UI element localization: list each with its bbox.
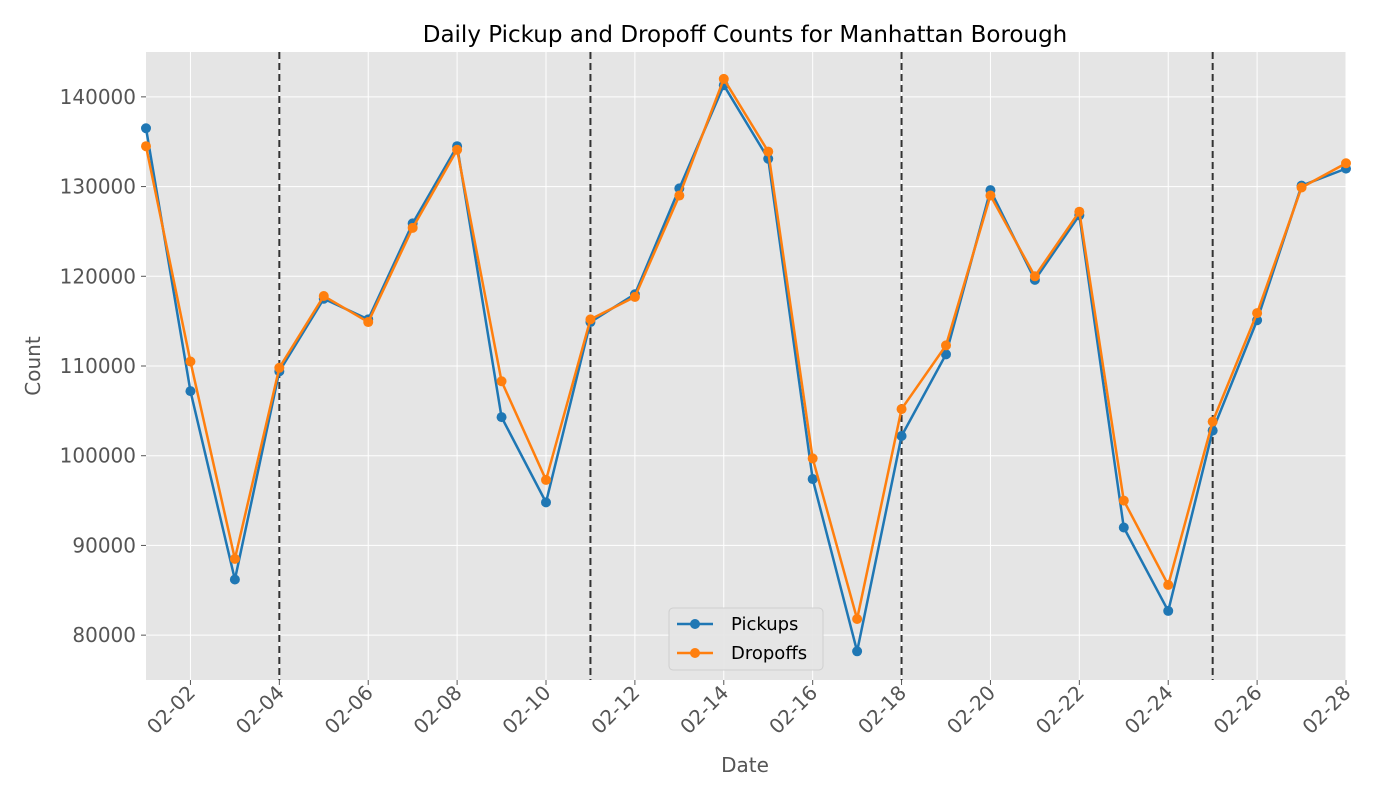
x-tick-label: 02-04 <box>231 681 289 739</box>
data-point <box>852 646 863 657</box>
y-tick-label: 140000 <box>60 85 136 109</box>
data-point <box>541 474 551 485</box>
data-point <box>141 141 151 152</box>
x-tick-label: 02-26 <box>1209 681 1267 739</box>
data-point <box>1207 416 1218 427</box>
data-point <box>1118 495 1129 506</box>
x-tick-label: 02-10 <box>497 681 555 739</box>
data-point <box>496 376 507 387</box>
y-tick-label: 110000 <box>60 354 136 378</box>
x-axis-ticks: 02-02 02-04 02-06 02-08 02-10 02-12 02-14 02-16… <box>142 680 1356 739</box>
x-tick-label: 02-12 <box>586 681 644 739</box>
data-point <box>1074 206 1085 217</box>
data-point <box>674 190 685 201</box>
data-point <box>452 144 463 155</box>
data-point <box>629 291 640 302</box>
y-tick-label: 130000 <box>60 175 136 199</box>
legend-label: Dropoffs <box>731 643 807 664</box>
data-point <box>852 613 863 624</box>
legend: Pickups Dropoffs <box>668 607 824 671</box>
y-tick-label: 80000 <box>72 623 136 647</box>
data-point <box>141 123 151 134</box>
legend-label: Pickups <box>731 614 798 635</box>
legend-swatch-marker <box>690 648 700 658</box>
data-point <box>763 146 774 157</box>
data-point <box>1341 158 1351 169</box>
series-group <box>141 73 1351 657</box>
x-tick-label: 02-02 <box>142 681 200 739</box>
x-tick-label: 02-20 <box>942 681 1000 739</box>
data-point <box>185 386 196 397</box>
data-point <box>274 362 285 373</box>
data-point <box>363 317 374 328</box>
data-point <box>585 314 596 325</box>
data-point <box>229 574 240 585</box>
series-dropoffs <box>141 73 1351 624</box>
x-tick-label: 02-22 <box>1031 681 1089 739</box>
data-point <box>941 340 951 351</box>
y-tick-label: 90000 <box>72 533 136 557</box>
y-axis-label: Count <box>21 336 45 396</box>
data-point <box>1029 271 1040 282</box>
x-tick-label: 02-18 <box>853 681 911 739</box>
y-tick-label: 120000 <box>60 264 136 288</box>
x-axis-label: Date <box>721 753 769 777</box>
data-point <box>318 291 329 302</box>
data-point <box>1163 605 1174 616</box>
data-point <box>896 404 907 415</box>
data-point <box>896 430 907 441</box>
data-point <box>407 222 418 233</box>
legend-swatch-marker <box>690 619 700 629</box>
data-point <box>496 412 507 423</box>
data-point <box>229 553 240 564</box>
x-tick-label: 02-06 <box>320 681 378 739</box>
data-point <box>1163 579 1174 590</box>
data-point <box>985 190 996 201</box>
x-tick-label: 02-24 <box>1120 681 1178 739</box>
x-tick-label: 02-28 <box>1297 681 1355 739</box>
series-line <box>144 77 1347 621</box>
data-point <box>807 474 818 485</box>
x-tick-label: 02-08 <box>409 681 467 739</box>
x-tick-label: 02-14 <box>675 681 733 739</box>
data-point <box>185 356 196 367</box>
y-tick-label: 100000 <box>60 444 136 468</box>
y-axis-ticks: 80000 90000 100000 110000 120000 130000 140000 <box>60 85 146 647</box>
data-point <box>541 497 551 508</box>
data-point <box>1118 522 1129 533</box>
data-point <box>1296 182 1307 193</box>
x-tick-label: 02-16 <box>764 681 822 739</box>
data-point <box>718 73 729 84</box>
data-point <box>941 349 951 360</box>
data-point <box>1252 308 1263 319</box>
data-point <box>807 453 818 464</box>
chart-title: Daily Pickup and Dropoff Counts for Manh… <box>423 22 1068 48</box>
